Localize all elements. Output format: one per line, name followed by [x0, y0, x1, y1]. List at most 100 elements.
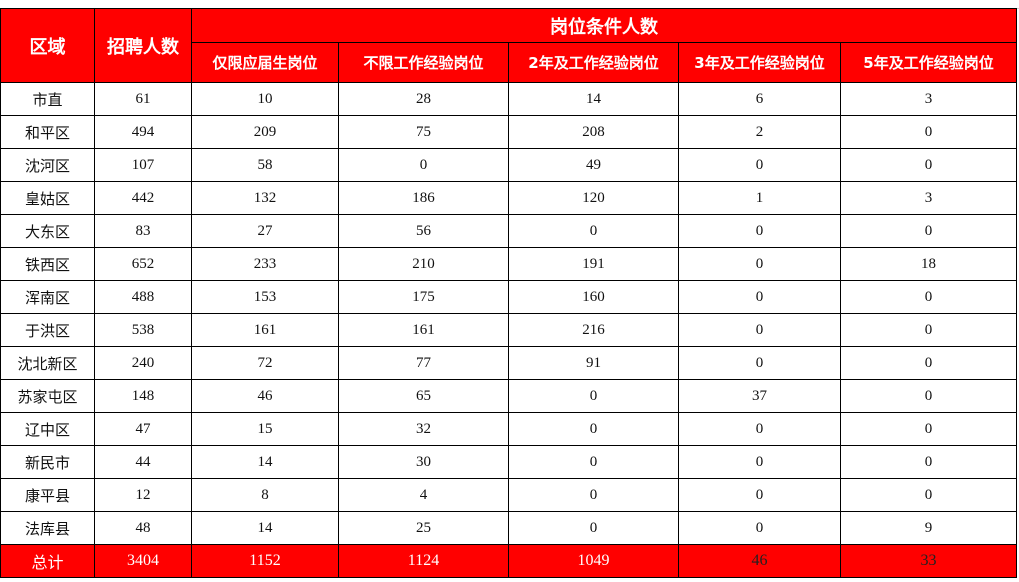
region-cell[interactable]: 新民市 [0, 445, 95, 479]
region-cell[interactable]: 沈河区 [0, 148, 95, 182]
value-cell[interactable]: 0 [678, 445, 841, 479]
value-cell[interactable]: 0 [840, 412, 1017, 446]
value-cell[interactable]: 120 [508, 181, 679, 215]
total-cell[interactable]: 1152 [191, 544, 339, 578]
value-cell[interactable]: 49 [508, 148, 679, 182]
value-cell[interactable]: 12 [94, 478, 192, 512]
value-cell[interactable]: 83 [94, 214, 192, 248]
total-cell[interactable]: 1049 [508, 544, 679, 578]
value-cell[interactable]: 91 [508, 346, 679, 380]
value-cell[interactable]: 0 [508, 214, 679, 248]
value-cell[interactable]: 161 [191, 313, 339, 347]
value-cell[interactable]: 4 [338, 478, 509, 512]
value-cell[interactable]: 488 [94, 280, 192, 314]
header-hires[interactable]: 招聘人数 [94, 8, 192, 83]
value-cell[interactable]: 0 [508, 379, 679, 413]
value-cell[interactable]: 0 [678, 148, 841, 182]
value-cell[interactable]: 216 [508, 313, 679, 347]
header-5yr-experience[interactable]: 5年及工作经验岗位 [840, 42, 1017, 83]
value-cell[interactable]: 538 [94, 313, 192, 347]
region-cell[interactable]: 铁西区 [0, 247, 95, 281]
value-cell[interactable]: 0 [840, 148, 1017, 182]
value-cell[interactable]: 65 [338, 379, 509, 413]
region-cell[interactable]: 康平县 [0, 478, 95, 512]
region-cell[interactable]: 于洪区 [0, 313, 95, 347]
value-cell[interactable]: 48 [94, 511, 192, 545]
value-cell[interactable]: 3 [840, 82, 1017, 116]
value-cell[interactable]: 30 [338, 445, 509, 479]
value-cell[interactable]: 148 [94, 379, 192, 413]
value-cell[interactable]: 494 [94, 115, 192, 149]
value-cell[interactable]: 652 [94, 247, 192, 281]
value-cell[interactable]: 44 [94, 445, 192, 479]
value-cell[interactable]: 0 [678, 280, 841, 314]
total-label[interactable]: 总计 [0, 544, 95, 578]
value-cell[interactable]: 442 [94, 181, 192, 215]
value-cell[interactable]: 0 [840, 346, 1017, 380]
value-cell[interactable]: 0 [678, 247, 841, 281]
value-cell[interactable]: 0 [840, 115, 1017, 149]
value-cell[interactable]: 0 [338, 148, 509, 182]
value-cell[interactable]: 2 [678, 115, 841, 149]
value-cell[interactable]: 0 [840, 445, 1017, 479]
region-cell[interactable]: 苏家屯区 [0, 379, 95, 413]
value-cell[interactable]: 153 [191, 280, 339, 314]
value-cell[interactable]: 0 [508, 511, 679, 545]
region-cell[interactable]: 市直 [0, 82, 95, 116]
value-cell[interactable]: 0 [508, 412, 679, 446]
value-cell[interactable]: 209 [191, 115, 339, 149]
header-3yr-experience[interactable]: 3年及工作经验岗位 [678, 42, 841, 83]
value-cell[interactable]: 28 [338, 82, 509, 116]
value-cell[interactable]: 186 [338, 181, 509, 215]
value-cell[interactable]: 0 [840, 280, 1017, 314]
value-cell[interactable]: 58 [191, 148, 339, 182]
value-cell[interactable]: 37 [678, 379, 841, 413]
value-cell[interactable]: 0 [508, 478, 679, 512]
value-cell[interactable]: 233 [191, 247, 339, 281]
value-cell[interactable]: 161 [338, 313, 509, 347]
region-cell[interactable]: 辽中区 [0, 412, 95, 446]
value-cell[interactable]: 210 [338, 247, 509, 281]
header-no-experience[interactable]: 不限工作经验岗位 [338, 42, 509, 83]
total-cell[interactable]: 46 [678, 544, 841, 578]
value-cell[interactable]: 18 [840, 247, 1017, 281]
value-cell[interactable]: 14 [191, 445, 339, 479]
value-cell[interactable]: 61 [94, 82, 192, 116]
total-cell[interactable]: 33 [840, 544, 1017, 578]
value-cell[interactable]: 32 [338, 412, 509, 446]
value-cell[interactable]: 0 [840, 214, 1017, 248]
value-cell[interactable]: 0 [840, 379, 1017, 413]
value-cell[interactable]: 25 [338, 511, 509, 545]
value-cell[interactable]: 240 [94, 346, 192, 380]
value-cell[interactable]: 9 [840, 511, 1017, 545]
region-cell[interactable]: 沈北新区 [0, 346, 95, 380]
value-cell[interactable]: 0 [508, 445, 679, 479]
value-cell[interactable]: 27 [191, 214, 339, 248]
header-region[interactable]: 区域 [0, 8, 95, 83]
region-cell[interactable]: 大东区 [0, 214, 95, 248]
value-cell[interactable]: 10 [191, 82, 339, 116]
value-cell[interactable]: 0 [678, 214, 841, 248]
value-cell[interactable]: 75 [338, 115, 509, 149]
header-group[interactable]: 岗位条件人数 [191, 8, 1017, 43]
value-cell[interactable]: 175 [338, 280, 509, 314]
header-graduates-only[interactable]: 仅限应届生岗位 [191, 42, 339, 83]
total-cell[interactable]: 1124 [338, 544, 509, 578]
value-cell[interactable]: 6 [678, 82, 841, 116]
value-cell[interactable]: 72 [191, 346, 339, 380]
value-cell[interactable]: 15 [191, 412, 339, 446]
value-cell[interactable]: 47 [94, 412, 192, 446]
total-cell[interactable]: 3404 [94, 544, 192, 578]
header-2yr-experience[interactable]: 2年及工作经验岗位 [508, 42, 679, 83]
value-cell[interactable]: 0 [678, 313, 841, 347]
value-cell[interactable]: 0 [840, 313, 1017, 347]
value-cell[interactable]: 8 [191, 478, 339, 512]
value-cell[interactable]: 0 [678, 478, 841, 512]
value-cell[interactable]: 56 [338, 214, 509, 248]
value-cell[interactable]: 14 [508, 82, 679, 116]
value-cell[interactable]: 208 [508, 115, 679, 149]
value-cell[interactable]: 0 [840, 478, 1017, 512]
value-cell[interactable]: 191 [508, 247, 679, 281]
value-cell[interactable]: 132 [191, 181, 339, 215]
region-cell[interactable]: 法库县 [0, 511, 95, 545]
